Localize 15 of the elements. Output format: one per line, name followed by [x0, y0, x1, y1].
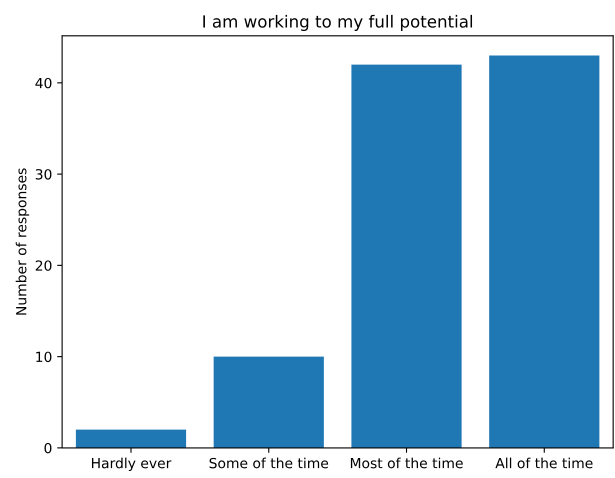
y-tick-label: 30 — [36, 169, 52, 180]
bar — [76, 430, 186, 448]
chart-title: I am working to my full potential — [203, 14, 472, 31]
bar — [351, 64, 462, 448]
y-tick-label: 10 — [36, 352, 52, 362]
y-axis-title: Number of responses — [16, 168, 30, 315]
bar — [489, 55, 600, 448]
x-tick-label: Hardly ever — [92, 458, 172, 472]
y-tick-label: 40 — [35, 78, 52, 88]
x-tick-label: Some of the time — [210, 458, 328, 468]
bar — [214, 356, 324, 448]
y-tick-label: 0 — [44, 442, 52, 454]
x-tick-label: All of the time — [495, 458, 593, 468]
x-tick-label: Most of the time — [350, 458, 463, 468]
y-tick-label: 20 — [36, 260, 52, 271]
